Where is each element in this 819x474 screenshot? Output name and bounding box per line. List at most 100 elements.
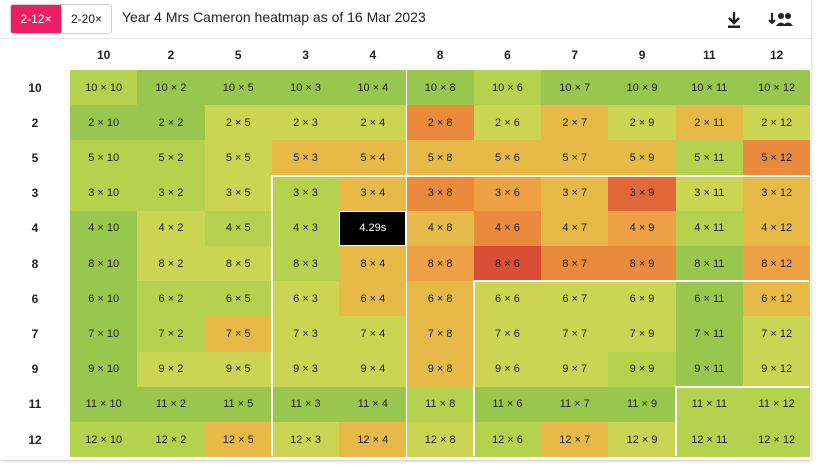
heatmap-cell[interactable]: 6 × 2 [137, 281, 205, 317]
heatmap-cell[interactable]: 3 × 10 [70, 175, 138, 211]
heatmap-cell[interactable]: 8 × 7 [541, 246, 609, 282]
heatmap-cell[interactable]: 6 × 4 [339, 281, 407, 317]
heatmap-cell[interactable]: 2 × 6 [473, 105, 542, 141]
heatmap-cell[interactable]: 4 × 6 [473, 210, 542, 246]
heatmap-cell[interactable]: 2 × 5 [204, 105, 272, 141]
heatmap-cell[interactable]: 10 × 2 [137, 70, 205, 106]
heatmap-cell[interactable]: 7 × 4 [339, 316, 407, 352]
range-2-12-button[interactable]: 2-12× [11, 5, 61, 33]
heatmap-cell[interactable]: 12 × 3 [271, 422, 340, 458]
heatmap-cell[interactable]: 4 × 12 [743, 210, 811, 246]
heatmap-cell[interactable]: 9 × 5 [204, 351, 272, 387]
heatmap-cell[interactable]: 9 × 10 [70, 351, 138, 387]
heatmap-cell[interactable]: 7 × 6 [473, 316, 542, 352]
heatmap-cell[interactable]: 5 × 2 [137, 140, 205, 176]
heatmap-cell[interactable]: 4 × 7 [541, 210, 609, 246]
heatmap-cell[interactable]: 9 × 9 [608, 351, 676, 387]
heatmap-cell[interactable]: 9 × 11 [675, 351, 743, 387]
heatmap-cell[interactable]: 3 × 5 [204, 175, 272, 211]
heatmap-cell[interactable]: 3 × 3 [271, 175, 340, 211]
heatmap-cell[interactable]: 3 × 6 [473, 175, 542, 211]
heatmap-cell[interactable]: 6 × 8 [406, 281, 474, 317]
heatmap-cell[interactable]: 11 × 7 [541, 386, 609, 422]
heatmap-cell[interactable]: 12 × 8 [406, 422, 474, 458]
heatmap-cell[interactable]: 9 × 8 [406, 351, 474, 387]
heatmap-cell[interactable]: 9 × 3 [271, 351, 340, 387]
heatmap-cell[interactable]: 11 × 6 [473, 386, 542, 422]
heatmap-cell[interactable]: 7 × 5 [204, 316, 272, 352]
range-2-20-button[interactable]: 2-20× [61, 5, 111, 33]
heatmap-cell[interactable]: 11 × 10 [70, 386, 138, 422]
heatmap-cell[interactable]: 2 × 3 [271, 105, 340, 141]
heatmap-cell[interactable]: 11 × 2 [137, 386, 205, 422]
heatmap-cell[interactable]: 12 × 7 [541, 422, 609, 458]
heatmap-cell[interactable]: 5 × 7 [541, 140, 609, 176]
heatmap-cell[interactable]: 7 × 11 [675, 316, 743, 352]
heatmap-cell[interactable]: 8 × 2 [137, 246, 205, 282]
heatmap-cell[interactable]: 5 × 10 [70, 140, 138, 176]
heatmap-cell[interactable]: 3 × 7 [541, 175, 609, 211]
heatmap-cell[interactable]: 12 × 11 [675, 422, 743, 458]
heatmap-cell[interactable]: 9 × 4 [339, 351, 407, 387]
heatmap-cell[interactable]: 8 × 4 [339, 246, 407, 282]
heatmap-cell[interactable]: 5 × 8 [406, 140, 474, 176]
heatmap-cell[interactable]: 5 × 12 [743, 140, 811, 176]
heatmap-cell[interactable]: 8 × 5 [204, 246, 272, 282]
heatmap-cell[interactable]: 11 × 3 [271, 386, 340, 422]
heatmap-cell[interactable]: 6 × 9 [608, 281, 676, 317]
heatmap-cell[interactable]: 2 × 12 [743, 105, 811, 141]
heatmap-cell[interactable]: 12 × 6 [473, 422, 542, 458]
heatmap-cell[interactable]: 5 × 4 [339, 140, 407, 176]
heatmap-cell[interactable]: 5 × 11 [675, 140, 743, 176]
heatmap-cell[interactable]: 2 × 9 [608, 105, 676, 141]
heatmap-cell[interactable]: 2 × 2 [137, 105, 205, 141]
heatmap-cell[interactable]: 10 × 7 [541, 70, 609, 106]
heatmap-cell[interactable]: 7 × 8 [406, 316, 474, 352]
group-sort-icon[interactable] [766, 8, 796, 32]
heatmap-cell[interactable]: 11 × 5 [204, 386, 272, 422]
heatmap-cell[interactable]: 10 × 5 [204, 70, 272, 106]
heatmap-cell[interactable]: 10 × 12 [743, 70, 811, 106]
heatmap-cell[interactable]: 5 × 6 [473, 140, 542, 176]
heatmap-cell[interactable]: 9 × 7 [541, 351, 609, 387]
heatmap-cell[interactable]: 8 × 10 [70, 246, 138, 282]
heatmap-cell[interactable]: 12 × 5 [204, 422, 272, 458]
heatmap-cell[interactable]: 9 × 12 [743, 351, 811, 387]
heatmap-cell[interactable]: 3 × 9 [608, 175, 676, 211]
heatmap-cell[interactable]: 3 × 12 [743, 175, 811, 211]
heatmap-cell[interactable]: 8 × 3 [271, 246, 340, 282]
heatmap-cell[interactable]: 4 × 2 [137, 210, 205, 246]
heatmap-cell[interactable]: 3 × 11 [675, 175, 743, 211]
download-icon[interactable] [721, 8, 747, 32]
heatmap-cell[interactable]: 4 × 11 [675, 210, 743, 246]
heatmap-cell[interactable]: 5 × 9 [608, 140, 676, 176]
heatmap-cell[interactable]: 10 × 10 [70, 70, 138, 106]
heatmap-cell[interactable]: 2 × 4 [339, 105, 407, 141]
heatmap-cell[interactable]: 7 × 3 [271, 316, 340, 352]
heatmap-cell[interactable]: 12 × 9 [608, 422, 676, 458]
heatmap-cell[interactable]: 12 × 10 [70, 422, 138, 458]
heatmap-cell[interactable]: 2 × 11 [675, 105, 743, 141]
heatmap-cell[interactable]: 6 × 6 [473, 281, 542, 317]
heatmap-cell[interactable]: 7 × 10 [70, 316, 138, 352]
heatmap-cell[interactable]: 8 × 11 [675, 246, 743, 282]
heatmap-cell[interactable]: 8 × 12 [743, 246, 811, 282]
heatmap-cell[interactable]: 3 × 8 [406, 175, 474, 211]
heatmap-cell[interactable]: 10 × 4 [339, 70, 407, 106]
heatmap-cell[interactable]: 7 × 9 [608, 316, 676, 352]
heatmap-cell[interactable]: 6 × 11 [675, 281, 743, 317]
heatmap-cell[interactable]: 4 × 3 [271, 210, 340, 246]
heatmap-cell[interactable]: 7 × 2 [137, 316, 205, 352]
heatmap-cell[interactable]: 10 × 3 [271, 70, 340, 106]
heatmap-cell[interactable]: 6 × 7 [541, 281, 609, 317]
heatmap-cell[interactable]: 9 × 2 [137, 351, 205, 387]
heatmap-cell[interactable]: 11 × 4 [339, 386, 407, 422]
heatmap-cell[interactable]: 4 × 8 [406, 210, 474, 246]
heatmap-cell[interactable]: 6 × 5 [204, 281, 272, 317]
heatmap-cell[interactable]: 6 × 3 [271, 281, 340, 317]
heatmap-cell[interactable]: 3 × 2 [137, 175, 205, 211]
heatmap-cell[interactable]: 5 × 5 [204, 140, 272, 176]
heatmap-cell[interactable]: 8 × 6 [473, 246, 542, 282]
heatmap-cell[interactable]: 2 × 7 [541, 105, 609, 141]
heatmap-cell[interactable]: 7 × 12 [743, 316, 811, 352]
